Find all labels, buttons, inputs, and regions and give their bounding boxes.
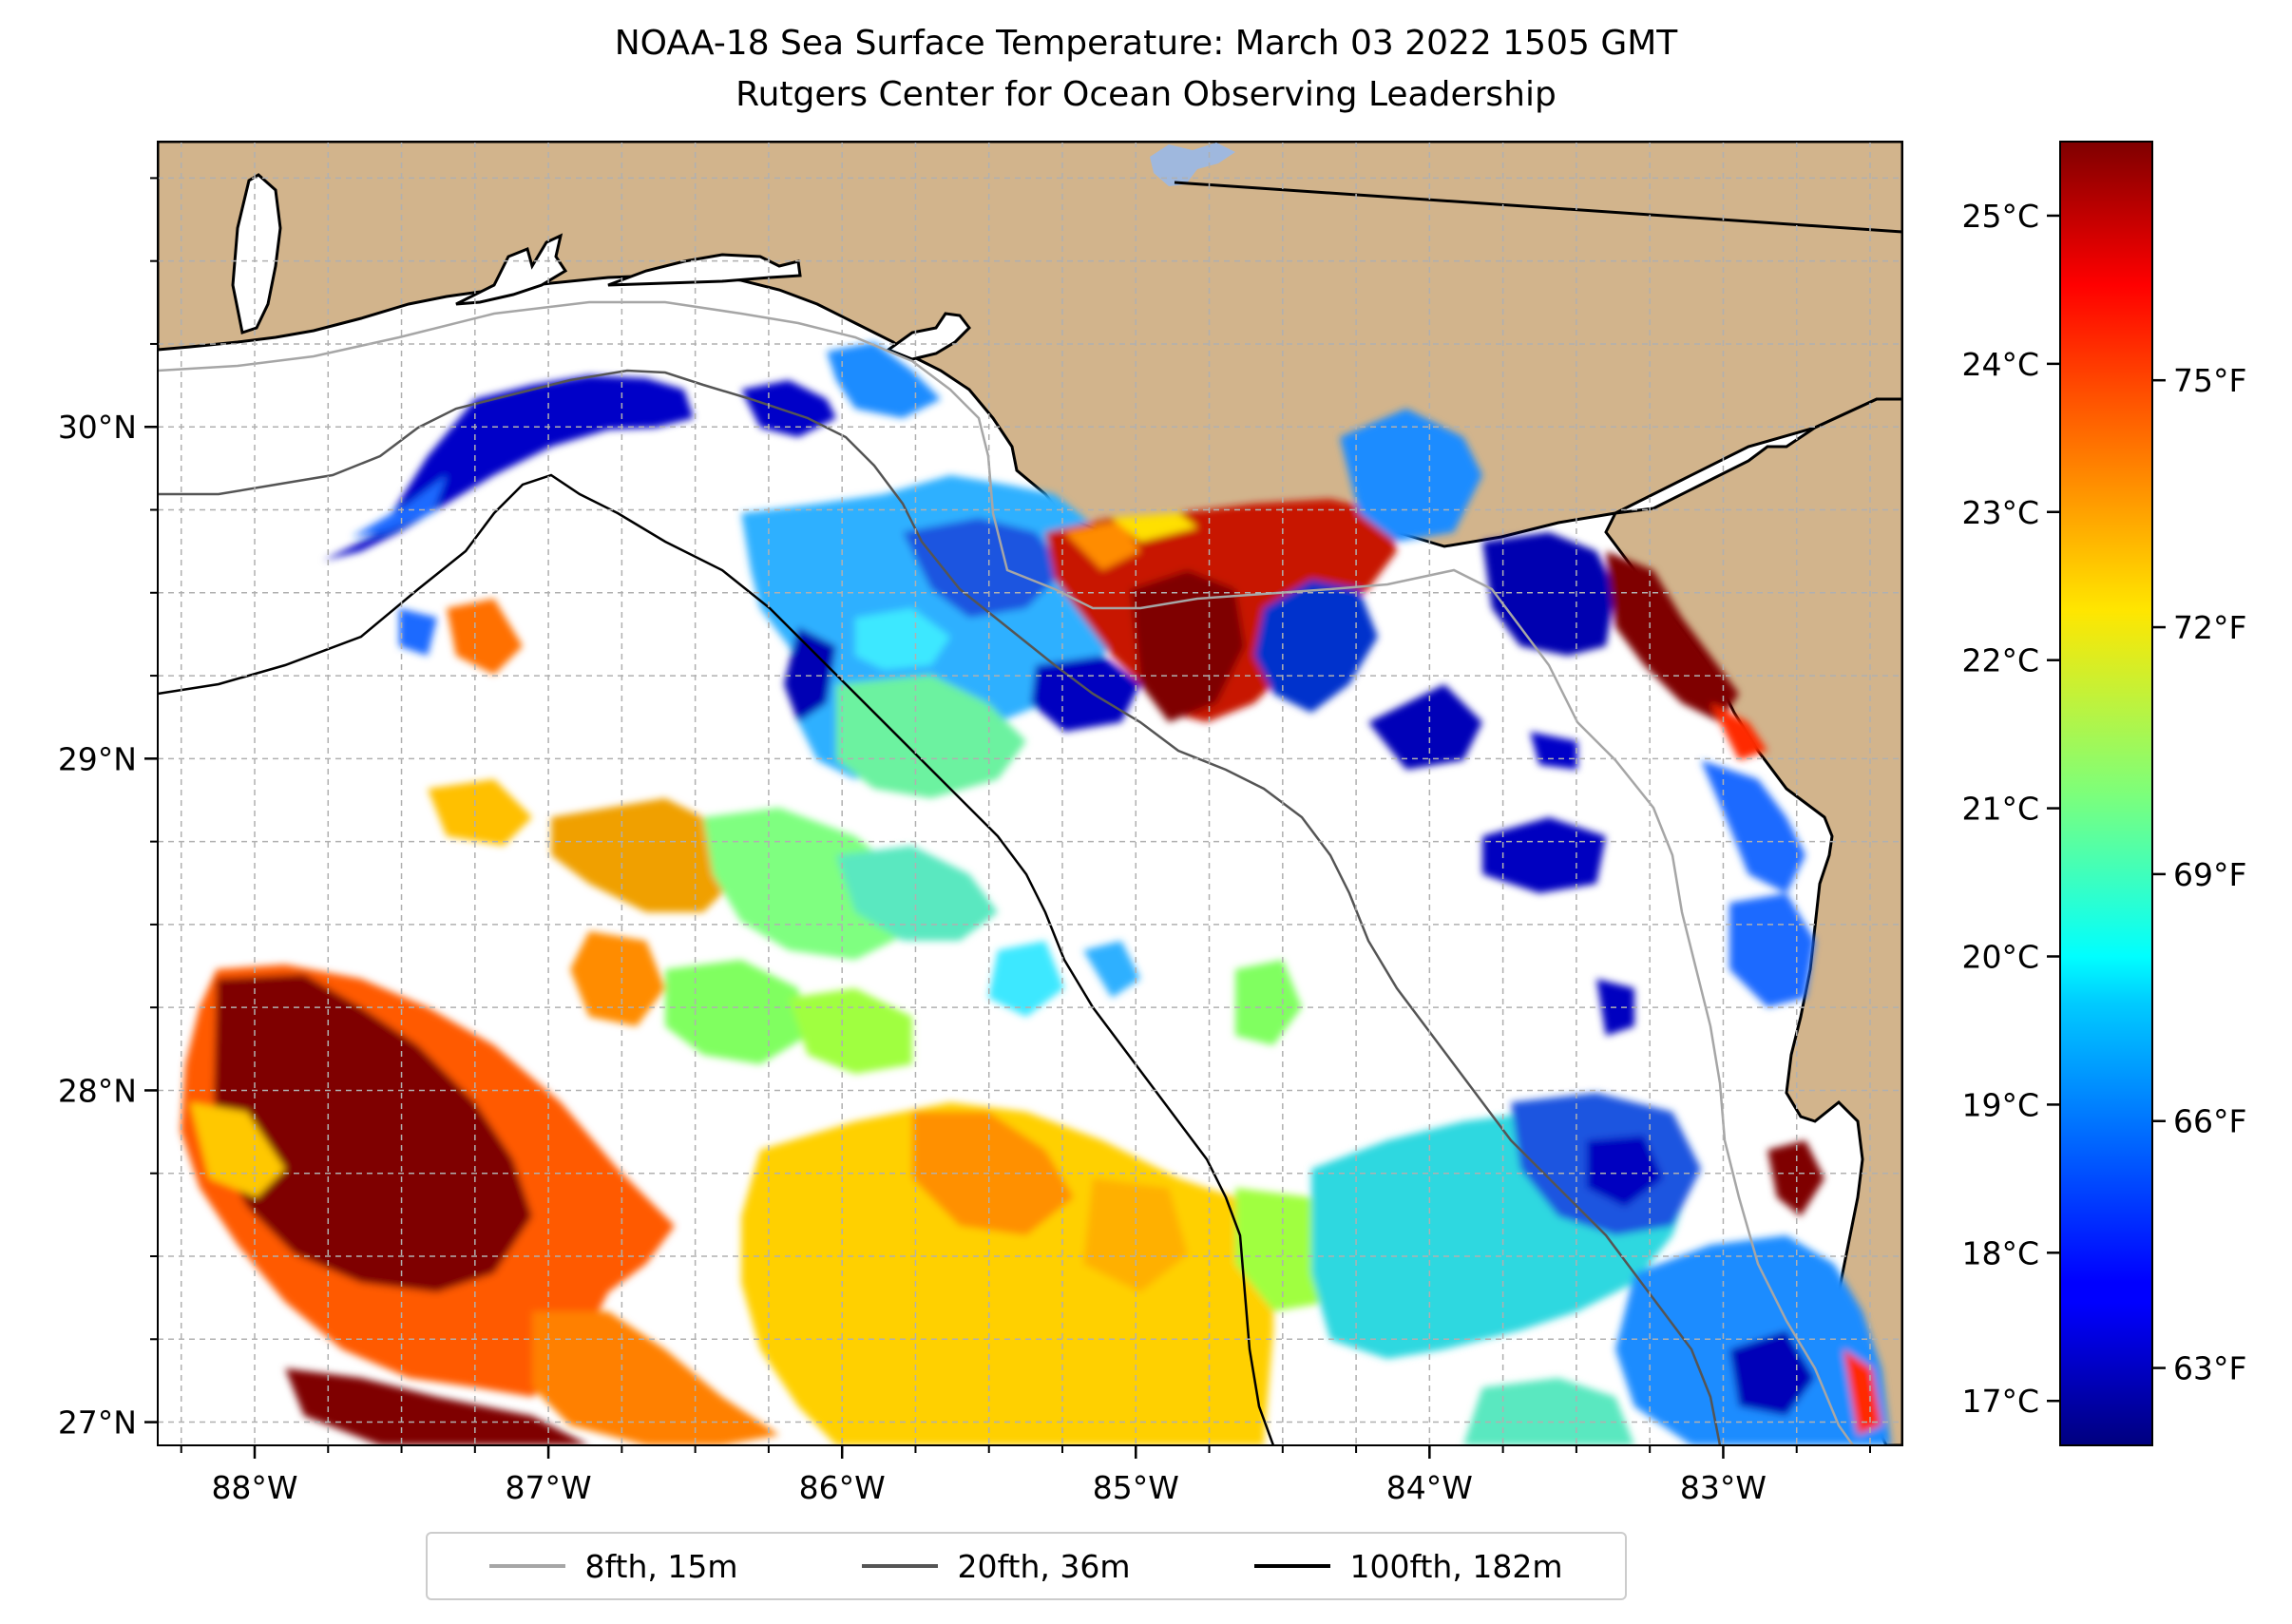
legend-label-100fth: 100fth, 182m bbox=[1349, 1547, 1563, 1585]
celsius-tick-label: 20°C bbox=[1961, 939, 2039, 976]
colorbar bbox=[2059, 141, 2153, 1446]
state-border bbox=[1174, 181, 1902, 234]
sst-field bbox=[181, 342, 1891, 1445]
celsius-tick-label: 21°C bbox=[1961, 791, 2039, 828]
fahrenheit-tick-label: 69°F bbox=[2173, 856, 2246, 893]
gridlines bbox=[158, 142, 1902, 1445]
colorbar-celsius-axis: 17°C 18°C 19°C 20°C 21°C 22°C 23°C 24°C 25°C bbox=[1961, 198, 2060, 1420]
longitude-axis: 88°W 87°W 86°W 85°W 84°W 83°W bbox=[180, 1445, 1871, 1506]
contour-15m bbox=[158, 300, 1855, 1445]
contour-legend: 8fth, 15m 20fth, 36m 100fth, 182m bbox=[426, 1532, 1627, 1600]
celsius-tick-label: 25°C bbox=[1961, 198, 2039, 235]
legend-item-100fth: 100fth, 182m bbox=[1254, 1548, 1562, 1585]
chart-title: NOAA-18 Sea Surface Temperature: March 0… bbox=[614, 24, 1678, 63]
lake-seminole bbox=[1150, 143, 1235, 186]
lat-tick-label: 28°N bbox=[58, 1072, 137, 1109]
latitude-axis: 27°N 28°N 29°N 30°N bbox=[58, 177, 158, 1442]
fahrenheit-tick-label: 66°F bbox=[2173, 1103, 2246, 1140]
st-andrew-bay bbox=[885, 312, 971, 361]
map-frame bbox=[157, 141, 1903, 1446]
legend-item-20fth: 20fth, 36m bbox=[862, 1548, 1130, 1585]
contour-36m bbox=[158, 369, 1722, 1445]
legend-label-20fth: 20fth, 36m bbox=[957, 1547, 1131, 1585]
legend-item-8fth: 8fth, 15m bbox=[489, 1547, 738, 1585]
lon-tick-label: 84°W bbox=[1386, 1469, 1473, 1506]
choctawhatchee-bay bbox=[607, 253, 802, 287]
lon-tick-label: 87°W bbox=[506, 1469, 592, 1506]
lon-tick-label: 85°W bbox=[1093, 1469, 1179, 1506]
celsius-tick-label: 22°C bbox=[1961, 642, 2039, 679]
fahrenheit-tick-label: 63°F bbox=[2173, 1350, 2246, 1387]
fahrenheit-tick-label: 72°F bbox=[2173, 609, 2246, 646]
lat-tick-label: 30°N bbox=[58, 409, 137, 446]
lat-tick-label: 29°N bbox=[58, 740, 137, 777]
fahrenheit-tick-label: 75°F bbox=[2173, 362, 2246, 399]
mobile-bay bbox=[231, 173, 282, 334]
celsius-tick-label: 17°C bbox=[1961, 1383, 2039, 1420]
pensacola-bay bbox=[455, 233, 568, 306]
legend-line-20fth bbox=[862, 1564, 939, 1568]
lon-tick-label: 86°W bbox=[799, 1469, 886, 1506]
contour-182m bbox=[158, 473, 1275, 1445]
lon-tick-label: 88°W bbox=[211, 1469, 297, 1506]
celsius-tick-label: 19°C bbox=[1961, 1086, 2039, 1123]
lon-tick-label: 83°W bbox=[1680, 1469, 1767, 1506]
celsius-tick-label: 18°C bbox=[1961, 1234, 2039, 1271]
legend-line-100fth bbox=[1254, 1564, 1331, 1568]
map-content bbox=[158, 142, 1902, 1445]
celsius-tick-label: 23°C bbox=[1961, 494, 2039, 531]
lat-tick-label: 27°N bbox=[58, 1404, 137, 1442]
legend-line-8fth bbox=[489, 1564, 566, 1568]
chart-subtitle: Rutgers Center for Ocean Observing Leade… bbox=[735, 75, 1557, 114]
land-east bbox=[1604, 397, 1902, 1445]
legend-label-8fth: 8fth, 15m bbox=[584, 1547, 738, 1585]
celsius-tick-label: 24°C bbox=[1961, 346, 2039, 383]
colorbar-fahrenheit-axis: 63°F 66°F 69°F 72°F 75°F bbox=[2152, 362, 2246, 1387]
